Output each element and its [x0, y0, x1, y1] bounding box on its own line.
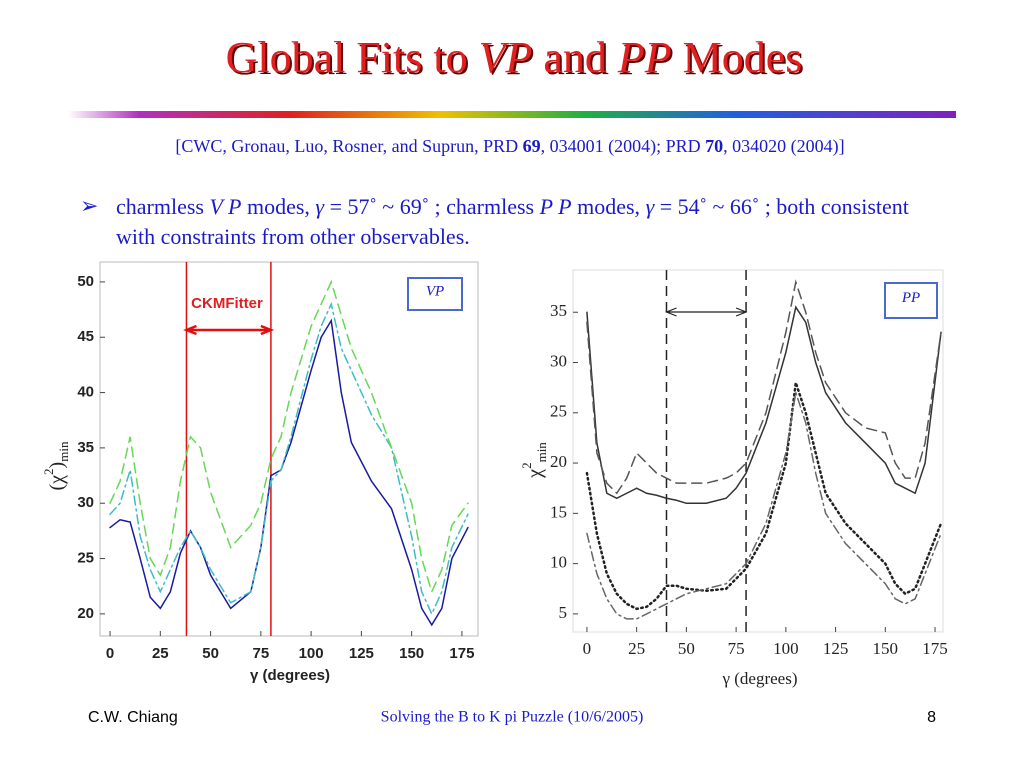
- x-tick-label: 175: [449, 645, 474, 662]
- series-line: [586, 305, 942, 505]
- title-part: Global Fits to: [228, 35, 481, 84]
- y-tick-label: 35: [550, 301, 567, 320]
- y-tick-label: 40: [77, 384, 94, 401]
- citation-part: [CWC, Gronau, Luo, Rosner, and Suprun, P…: [175, 136, 522, 156]
- series-line: [109, 318, 469, 627]
- x-tick-label: 150: [399, 645, 424, 662]
- label-box: [884, 282, 938, 319]
- label-box-text: VP: [426, 283, 444, 299]
- x-tick-label: 25: [628, 639, 645, 658]
- y-axis-label: (χ2)min: [41, 441, 71, 490]
- y-tick-label: 10: [550, 553, 567, 572]
- x-tick-label: 50: [678, 639, 695, 658]
- y-axis-label-part: 2: [519, 462, 534, 469]
- citation: [CWC, Gronau, Luo, Rosner, and Suprun, P…: [175, 136, 844, 157]
- citation-part: 69: [523, 136, 541, 156]
- y-tick-label: 35: [77, 439, 94, 456]
- citation-part: , 034001 (2004); PRD: [541, 136, 706, 157]
- series-line: [109, 301, 469, 616]
- y-tick-label: 50: [77, 273, 94, 290]
- series-line: [109, 279, 469, 594]
- y-axis-label-part: 2: [41, 468, 56, 475]
- rainbow-rule: [68, 111, 956, 118]
- footer-page: 8: [927, 709, 936, 726]
- series-line: [585, 382, 943, 611]
- title-part: Modes: [674, 35, 805, 84]
- bullet-part: charmless: [116, 194, 210, 219]
- citation-part: 70: [705, 136, 723, 156]
- y-tick-label: 25: [550, 402, 567, 421]
- bullet-part: γ: [315, 194, 325, 219]
- title-part: and: [534, 35, 620, 84]
- title-part: VP: [479, 33, 533, 82]
- x-axis-label: γ (degrees): [722, 669, 798, 688]
- title: Global Fits to VP and PP Modes: [226, 33, 803, 82]
- y-tick-label: 20: [550, 452, 567, 471]
- title-part: VP: [481, 35, 535, 84]
- x-tick-label: 125: [349, 645, 374, 662]
- x-tick-label: 150: [873, 639, 899, 658]
- y-axis-label: χ2min: [519, 442, 549, 479]
- y-tick-label: 45: [77, 328, 94, 345]
- series-line: [586, 279, 942, 495]
- y-axis-label-part: (χ: [46, 475, 68, 491]
- x-tick-label: 125: [823, 639, 849, 658]
- bullet-part: modes,: [241, 194, 316, 219]
- x-tick-label: 25: [152, 645, 169, 662]
- y-tick-label: 30: [77, 494, 94, 511]
- label-box-text: PP: [901, 290, 920, 306]
- bullet-box: charmless V P modes, γ = 57˚ ~ 69˚ ; cha…: [116, 192, 946, 252]
- annotation: CKMFitter: [191, 295, 263, 312]
- x-tick-label: 175: [922, 639, 948, 658]
- y-axis-label-part: min: [56, 441, 71, 462]
- y-axis-label-part: min: [534, 442, 549, 463]
- bullet-part: modes,: [571, 194, 646, 219]
- x-tick-label: 100: [773, 639, 799, 658]
- bullet-part: = 54˚ ~ 66˚ ; both consistent with const…: [116, 194, 909, 249]
- y-tick-label: 20: [77, 605, 94, 622]
- x-tick-label: 0: [106, 645, 114, 662]
- range-arrow: [664, 307, 748, 317]
- title-part: Global Fits to: [226, 33, 479, 82]
- bullet-arrow: ➢: [80, 193, 98, 218]
- title-part: Modes: [672, 33, 803, 82]
- title-part: and: [532, 33, 618, 82]
- x-tick-label: 100: [299, 645, 324, 662]
- range-arrow: [183, 324, 275, 336]
- footer-author: C.W. Chiang: [88, 709, 178, 726]
- chart: 0 25 50 75 100 125 150 175 5 10 15 20 25 30 35 γ (degre…: [519, 269, 948, 688]
- x-axis-label: γ (degrees): [250, 667, 330, 684]
- x-tick-label: 75: [728, 639, 745, 658]
- bullet: charmless V P modes, γ = 57˚ ~ 69˚ ; cha…: [116, 192, 946, 252]
- title-part: PP: [619, 35, 674, 84]
- label-box: [407, 277, 463, 311]
- x-tick-label: 50: [202, 645, 219, 662]
- title-part: PP: [617, 33, 672, 82]
- bullet-part: V P: [209, 194, 242, 219]
- footer-talk: Solving the B to K pi Puzzle (10/6/2005): [381, 709, 644, 726]
- citation-part: , 034020 (2004)]: [723, 136, 844, 157]
- y-tick-label: 5: [559, 603, 568, 622]
- x-tick-label: 0: [583, 639, 592, 658]
- y-tick-label: 30: [550, 351, 567, 370]
- y-axis-label-part: ): [46, 462, 68, 469]
- plot-frame: [572, 269, 944, 633]
- y-tick-label: 15: [550, 502, 567, 521]
- bullet-part: = 57˚ ~ 69˚ ; charmless: [324, 194, 540, 219]
- series-line: [586, 392, 942, 620]
- y-axis-label-part: χ: [524, 469, 546, 479]
- title-shadow: Global Fits to VP and PP Modes: [228, 35, 805, 84]
- chart: 0 25 50 75 100 125 150 175 20 25 30 35 40 45 50 γ (degr…: [41, 261, 479, 684]
- bullet-part: P P: [539, 194, 572, 219]
- y-tick-label: 25: [77, 550, 94, 567]
- x-tick-label: 75: [253, 645, 270, 662]
- bullet-part: γ: [645, 194, 655, 219]
